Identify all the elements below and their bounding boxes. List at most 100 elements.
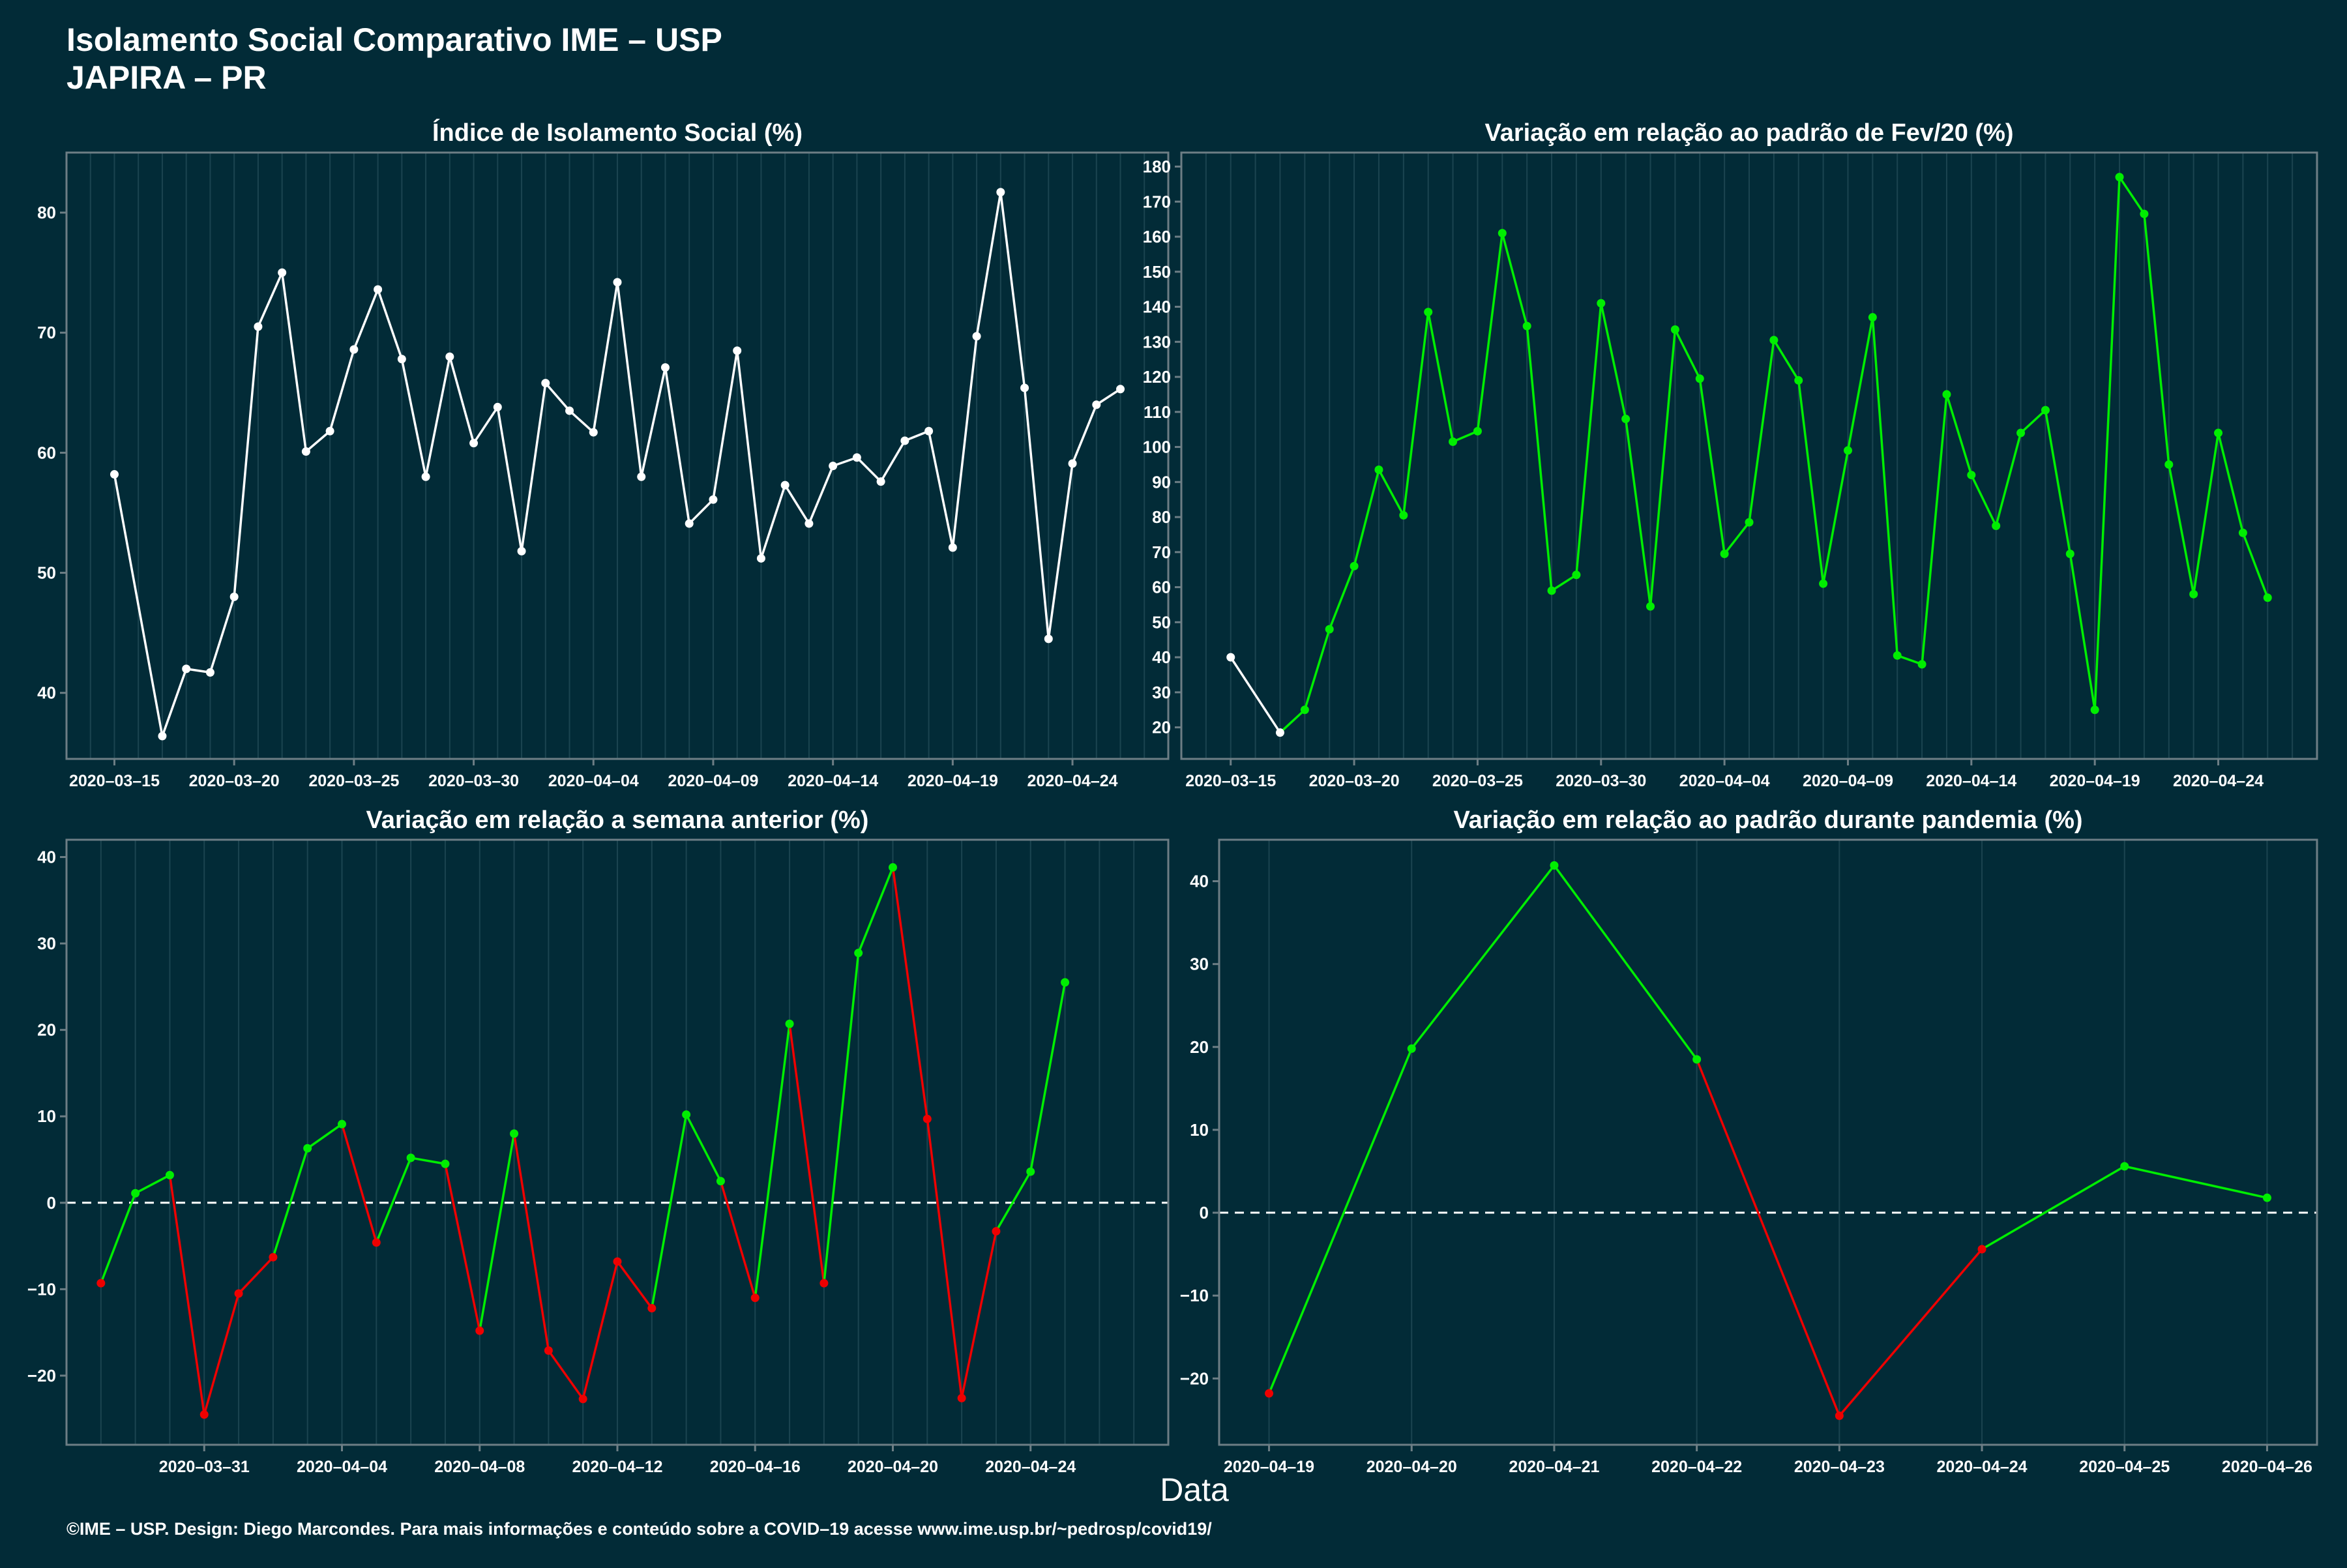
series-segment [879, 439, 906, 483]
series-segment [788, 1022, 825, 1284]
data-point [854, 949, 863, 958]
data-point [1769, 336, 1779, 345]
series-segment [616, 281, 643, 478]
x-tick-label: 2020–04–04 [297, 1458, 387, 1476]
data-point [182, 664, 191, 673]
x-tick-label: 2020–04–26 [2222, 1458, 2312, 1476]
series-segment [257, 271, 284, 328]
y-tick-label: 30 [37, 934, 56, 953]
data-point [1572, 570, 1581, 580]
x-axis-label: Data [1160, 1472, 1229, 1508]
series-segment [100, 1192, 137, 1284]
y-tick-label: 50 [37, 563, 56, 583]
series-segment [1328, 565, 1355, 630]
data-point [613, 1257, 622, 1266]
y-tick-label: 180 [1143, 157, 1171, 177]
data-point [1695, 374, 1704, 383]
data-point [1399, 510, 1408, 520]
series-segment [1378, 468, 1405, 517]
y-tick-label: −20 [27, 1366, 56, 1385]
x-tick-label: 2020–04–09 [668, 772, 758, 790]
x-tick-label: 2020–04–09 [1803, 772, 1893, 790]
data-point [756, 554, 765, 563]
x-tick-label: 2020–04–20 [848, 1458, 938, 1476]
data-point [1835, 1412, 1844, 1421]
y-tick-label: 50 [1152, 612, 1171, 632]
data-point [2120, 1162, 2129, 1171]
data-point [493, 402, 502, 411]
data-point [1407, 1044, 1416, 1053]
panel-title: Variação em relação ao padrão durante pa… [1453, 806, 2082, 834]
data-point [1265, 1389, 1274, 1398]
data-point [229, 592, 239, 601]
data-point [780, 481, 790, 490]
y-tick-label: 20 [1190, 1037, 1209, 1057]
y-tick-label: 130 [1143, 332, 1171, 351]
series-segment [2143, 213, 2170, 466]
series-segment [2241, 531, 2269, 599]
data-point [544, 1346, 553, 1355]
data-point [2090, 705, 2099, 715]
data-point [2041, 406, 2050, 415]
data-point [2016, 428, 2026, 437]
data-point [685, 519, 694, 528]
y-tick-label: 20 [37, 1020, 56, 1040]
y-tick-label: −10 [1180, 1286, 1209, 1305]
series-segment [640, 366, 667, 478]
footer-credit: ©IME – USP. Design: Diego Marcondes. Par… [66, 1519, 1212, 1539]
figure-subtitle: JAPIRA – PR [66, 59, 267, 96]
y-tick-label: 40 [37, 683, 56, 703]
series-segment [1095, 388, 1122, 406]
series-segment [306, 1123, 344, 1150]
x-tick-label: 2020–04–22 [1651, 1458, 1742, 1476]
series-segment [719, 1179, 756, 1299]
series-segment [1981, 1165, 2126, 1250]
data-point [510, 1129, 519, 1138]
data-point [647, 1304, 657, 1313]
data-point [1226, 653, 1235, 662]
data-point [96, 1279, 106, 1288]
x-tick-label: 2020–04–19 [2050, 772, 2140, 790]
series-segment [1303, 628, 1331, 711]
series-segment [1723, 521, 1750, 555]
data-point [709, 495, 718, 504]
data-point [996, 188, 1005, 197]
x-tick-label: 2020–03–30 [1556, 772, 1646, 790]
x-tick-label: 2020–04–24 [985, 1458, 1076, 1476]
data-point [199, 1410, 209, 1419]
series-segment [1410, 864, 1556, 1050]
data-point [1044, 634, 1053, 643]
y-tick-label: 90 [1152, 472, 1171, 492]
series-segment [1476, 231, 1504, 433]
data-point [1720, 550, 1729, 559]
data-point [1275, 728, 1284, 737]
data-point [637, 472, 646, 481]
y-tick-label: 120 [1143, 367, 1171, 387]
y-tick-label: 10 [37, 1106, 56, 1126]
series-segment [975, 191, 1002, 338]
series-segment [472, 406, 499, 445]
data-point [1819, 579, 1828, 588]
data-point [1942, 390, 1951, 399]
data-point [205, 668, 214, 677]
series-segment [808, 464, 834, 525]
series-segment [409, 1157, 447, 1165]
data-point [992, 1227, 1001, 1236]
x-tick-label: 2020–03–30 [428, 772, 519, 790]
data-point [2263, 593, 2272, 602]
data-point [325, 426, 334, 436]
series-segment [168, 1174, 205, 1416]
series-segment [353, 288, 379, 351]
panel-border [1218, 838, 2318, 1446]
series-segment [1229, 656, 1282, 734]
chart-panels: Índice de Isolamento Social (%) 40 50 60 70 8… [27, 118, 2318, 1476]
data-point [578, 1395, 587, 1404]
series-segment [1575, 302, 1602, 576]
data-point [131, 1189, 140, 1198]
series-segment [995, 1170, 1032, 1233]
data-point [613, 278, 622, 287]
series-segment [1278, 708, 1306, 734]
x-tick-label: 2020–04–20 [1366, 1458, 1457, 1476]
x-tick-label: 2020–03–25 [1432, 772, 1523, 790]
